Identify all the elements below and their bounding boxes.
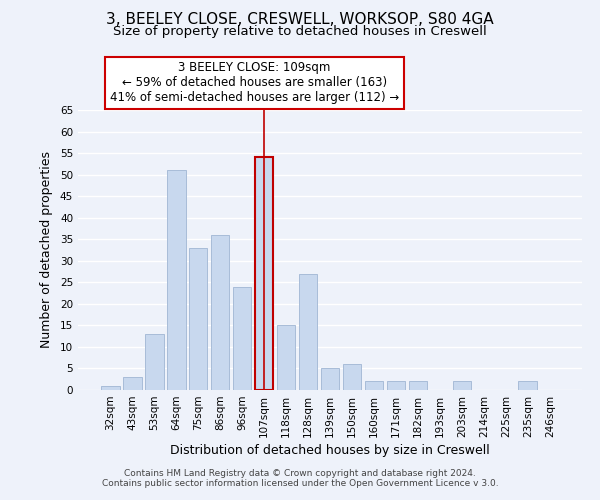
Bar bbox=[452, 382, 471, 390]
Bar bbox=[101, 386, 119, 390]
Bar bbox=[299, 274, 317, 390]
Text: Contains public sector information licensed under the Open Government Licence v : Contains public sector information licen… bbox=[101, 478, 499, 488]
Bar bbox=[277, 326, 295, 390]
X-axis label: Distribution of detached houses by size in Creswell: Distribution of detached houses by size … bbox=[170, 444, 490, 457]
Bar bbox=[320, 368, 340, 390]
Y-axis label: Number of detached properties: Number of detached properties bbox=[40, 152, 53, 348]
Text: Contains HM Land Registry data © Crown copyright and database right 2024.: Contains HM Land Registry data © Crown c… bbox=[124, 468, 476, 477]
Bar bbox=[145, 334, 164, 390]
Bar bbox=[189, 248, 208, 390]
Bar bbox=[167, 170, 185, 390]
Bar bbox=[386, 382, 405, 390]
Text: Size of property relative to detached houses in Creswell: Size of property relative to detached ho… bbox=[113, 25, 487, 38]
Bar bbox=[233, 286, 251, 390]
Bar bbox=[343, 364, 361, 390]
Bar bbox=[518, 382, 537, 390]
Bar bbox=[255, 158, 274, 390]
Bar bbox=[123, 377, 142, 390]
Bar bbox=[211, 235, 229, 390]
Bar bbox=[365, 382, 383, 390]
Text: 3 BEELEY CLOSE: 109sqm
← 59% of detached houses are smaller (163)
41% of semi-de: 3 BEELEY CLOSE: 109sqm ← 59% of detached… bbox=[110, 62, 399, 104]
Bar bbox=[409, 382, 427, 390]
Text: 3, BEELEY CLOSE, CRESWELL, WORKSOP, S80 4GA: 3, BEELEY CLOSE, CRESWELL, WORKSOP, S80 … bbox=[106, 12, 494, 28]
